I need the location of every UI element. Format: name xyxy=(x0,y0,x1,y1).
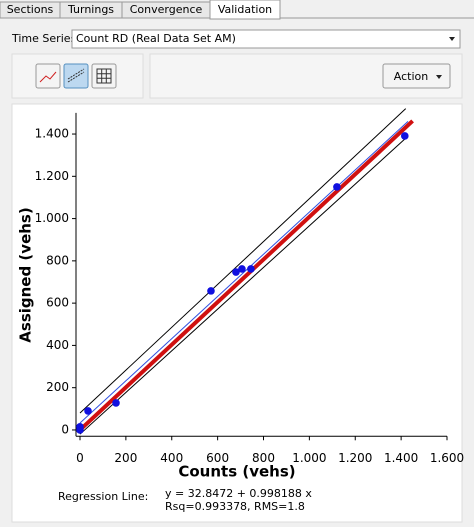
table-icon xyxy=(96,68,112,84)
tab-label: Sections xyxy=(7,3,54,16)
regression-stats: Rsq=0.993378, RMS=1.8 xyxy=(165,500,305,513)
x-tick-label: 1.600 xyxy=(430,451,464,465)
x-tick-label: 0 xyxy=(76,451,84,465)
fit-line xyxy=(78,119,414,432)
time-series-label: Time Series: xyxy=(11,32,80,45)
data-point xyxy=(84,407,92,415)
y-axis-title: Assigned (vehs) xyxy=(17,207,35,342)
regression-equation: y = 32.8472 + 0.998188 x xyxy=(165,487,312,500)
x-tick-label: 400 xyxy=(160,451,183,465)
x-tick-label: 1.400 xyxy=(384,451,418,465)
y-tick-label: 1.200 xyxy=(35,169,69,183)
action-button[interactable] xyxy=(382,63,451,89)
line-view-button[interactable] xyxy=(35,63,61,89)
data-point xyxy=(76,422,84,431)
tab-label: Validation xyxy=(218,3,272,16)
fit-line xyxy=(79,135,409,435)
data-point xyxy=(112,399,120,407)
scatter-icon xyxy=(67,68,85,83)
x-axis-title: Counts (vehs) xyxy=(178,463,295,481)
scatter-view-button[interactable] xyxy=(63,63,89,89)
x-tick-label: 200 xyxy=(114,451,137,465)
action-arrow xyxy=(436,75,442,79)
data-point xyxy=(238,265,246,273)
data-point xyxy=(333,183,341,191)
tab-label: Turnings xyxy=(67,3,114,16)
table-view-button[interactable] xyxy=(91,63,117,89)
data-point xyxy=(232,268,240,276)
data-point xyxy=(400,132,409,140)
y-tick-label: 0 xyxy=(61,422,69,436)
fit-line xyxy=(79,120,409,424)
line-icon xyxy=(39,71,57,83)
tab-label: Convergence xyxy=(130,3,203,16)
x-tick-label: 800 xyxy=(252,451,275,465)
fit-line xyxy=(79,108,407,414)
y-tick-label: 1.000 xyxy=(35,211,69,225)
time-series-dropdown[interactable] xyxy=(71,29,461,49)
y-tick-label: 400 xyxy=(46,338,69,352)
data-point xyxy=(207,287,215,295)
y-tick-label: 1.400 xyxy=(35,127,69,141)
x-tick-label: 600 xyxy=(206,451,229,465)
x-tick-label: 1.200 xyxy=(338,451,372,465)
y-tick-label: 200 xyxy=(46,380,69,394)
regression-label: Regression Line: xyxy=(58,490,148,503)
chart-panel xyxy=(11,103,463,523)
x-tick-label: 1.000 xyxy=(292,451,326,465)
data-point xyxy=(247,265,255,273)
tab[interactable] xyxy=(209,0,281,20)
y-tick-label: 600 xyxy=(46,296,69,310)
action-label: Action xyxy=(394,70,428,83)
time-series-value: Count RD (Real Data Set AM) xyxy=(76,32,236,45)
dropdown-arrow xyxy=(449,37,455,41)
y-tick-label: 800 xyxy=(46,253,69,267)
